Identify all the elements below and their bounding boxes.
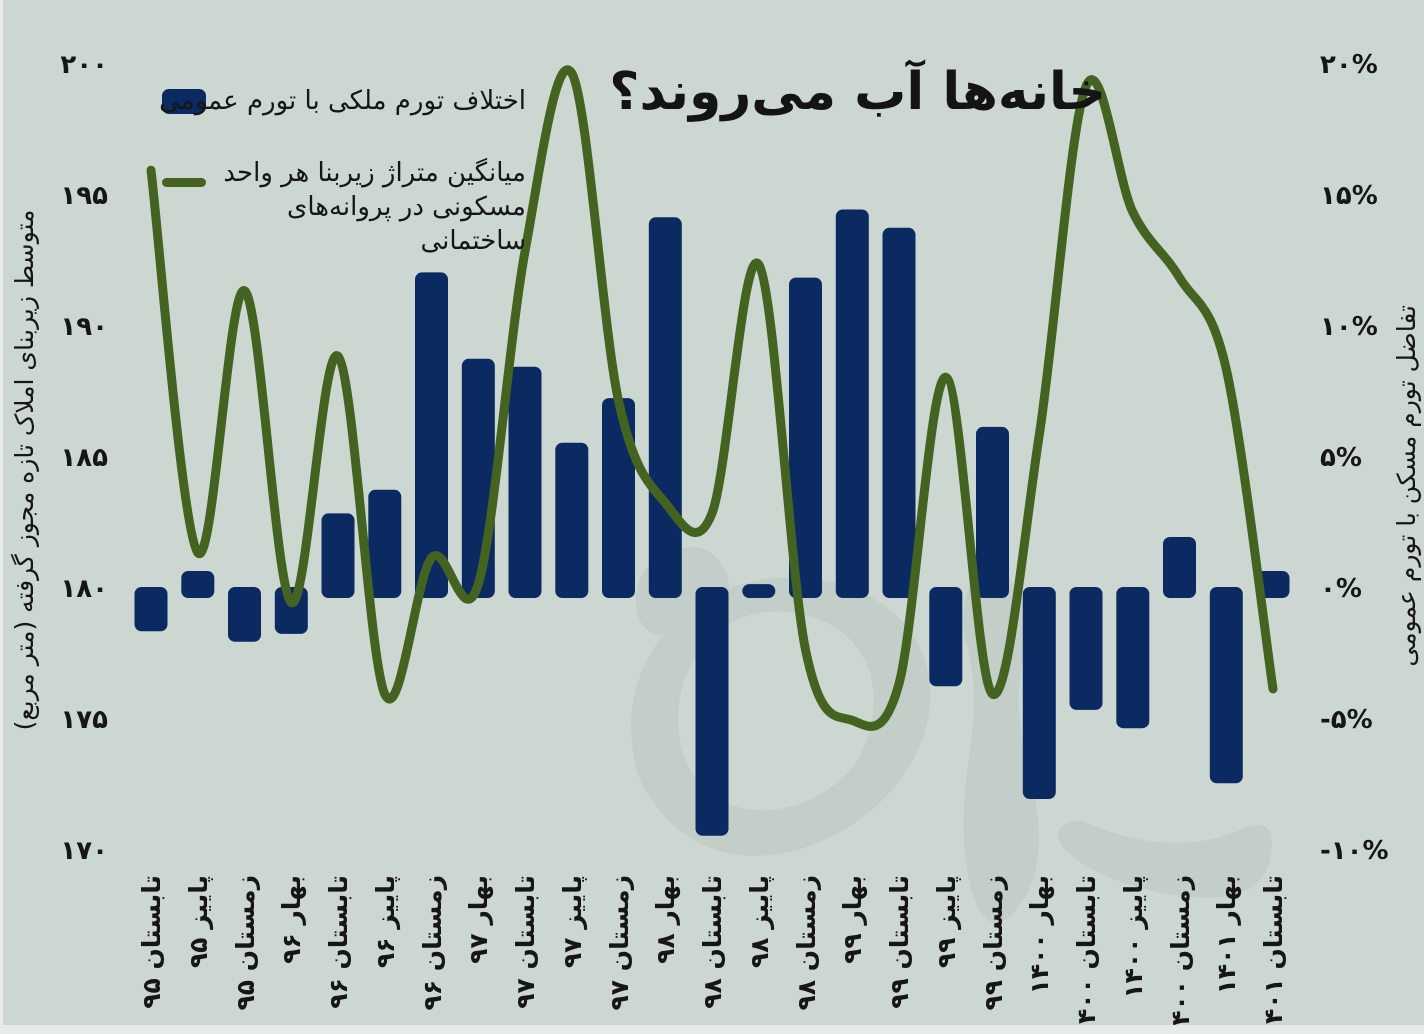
x-axis-label: تابستان ۹۵ <box>137 875 166 1009</box>
x-axis-label: بهار ۱۴۰۱ <box>1212 875 1242 995</box>
bar <box>321 513 355 598</box>
x-axis-label: پاییز ۹۶ <box>370 875 400 969</box>
left-axis-tick: ۱۸۰ <box>60 574 108 604</box>
trend-line <box>146 65 1278 731</box>
legend-item-line: میانگین متراژ زیربنا هر واحد مسکونی در پ… <box>162 156 526 258</box>
right-axis-tick: ۰% <box>1320 574 1362 604</box>
left-edge-strip <box>0 0 3 1034</box>
bar-series-swatch-icon <box>162 88 206 114</box>
bar <box>461 358 495 598</box>
x-axis-label: بهار ۹۹ <box>838 875 868 964</box>
x-axis-label: بهار ۱۴۰۰ <box>1025 875 1055 995</box>
page-title: خانه‌ها آب می‌روند؟ <box>609 62 1107 122</box>
bar <box>508 366 542 598</box>
bar <box>415 272 448 598</box>
x-axis-label: پاییز ۹۸ <box>744 875 774 969</box>
x-axis-label: زمستان ۱۴۰۰ <box>1165 875 1195 1034</box>
line-series-label-row2: مسکونی در پروانه‌های ساختمانی <box>286 192 526 256</box>
x-axis-label: تابستان ۱۴۰۱ <box>1259 875 1288 1034</box>
x-axis-label: پاییز ۱۴۰۰ <box>1118 875 1148 999</box>
right-axis-tick: ۲۰% <box>1320 50 1378 80</box>
x-axis-label: زمستان ۹۷ <box>604 875 634 1011</box>
left-axis-tick: ۱۹۵ <box>60 181 108 211</box>
x-axis-label: بهار ۹۷ <box>464 875 494 964</box>
bar <box>228 587 261 642</box>
right-axis-tick: -۱۰% <box>1320 836 1389 866</box>
line-series-label-row1: میانگین متراژ زیربنا هر واحد <box>223 158 526 188</box>
bar <box>976 426 1009 598</box>
left-axis-tick: ۱۷۵ <box>60 705 108 735</box>
right-axis-tick: -۵% <box>1320 705 1373 735</box>
bar <box>882 227 916 599</box>
x-axis-label: زمستان ۹۹ <box>978 875 1008 1011</box>
line-series-swatch-icon <box>162 178 206 187</box>
right-axis-tick: ۵% <box>1320 443 1362 473</box>
bottom-edge-strip <box>0 1025 1424 1034</box>
bar <box>929 587 963 687</box>
right-axis-tick: ۱۰% <box>1320 312 1378 342</box>
x-axis-label: تابستان ۹۶ <box>324 875 353 1009</box>
bar <box>602 398 635 598</box>
bar <box>742 584 776 598</box>
left-axis-tick: ۱۹۰ <box>60 312 108 342</box>
x-axis-label: پاییز ۹۵ <box>183 875 213 969</box>
bar <box>1163 537 1196 598</box>
x-axis-label: پاییز ۹۹ <box>931 875 961 969</box>
x-axis-label: زمستان ۹۶ <box>417 875 447 1011</box>
legend-item-bar: اختلاف تورم ملکی با تورم عمومی <box>159 84 526 118</box>
watermark <box>631 577 931 856</box>
x-axis-label: تابستان ۹۸ <box>698 875 727 1009</box>
x-axis-label: تابستان ۱۴۰۰ <box>1072 875 1101 1034</box>
bar <box>1209 587 1243 784</box>
x-axis-label: پاییز ۹۷ <box>557 875 587 969</box>
bar <box>1022 587 1056 799</box>
x-axis-label: تابستان ۹۹ <box>885 875 914 1009</box>
bar <box>134 587 168 632</box>
bar <box>835 209 869 598</box>
bar <box>555 442 589 598</box>
bar-series-label: اختلاف تورم ملکی با تورم عمومی <box>159 86 526 116</box>
x-axis-label: تابستان ۹۷ <box>511 875 540 1009</box>
line-series-label: میانگین متراژ زیربنا هر واحد مسکونی در پ… <box>214 156 526 258</box>
bar <box>181 571 215 598</box>
watermark <box>1057 820 1272 898</box>
x-axis-label: بهار ۹۸ <box>651 875 681 964</box>
bar <box>648 217 682 599</box>
x-axis-label: زمستان ۹۸ <box>791 875 821 1011</box>
bar <box>1069 587 1103 710</box>
x-axis-label: زمستان ۹۵ <box>230 875 260 1011</box>
bar <box>789 277 822 598</box>
left-axis-tick: ۱۷۰ <box>60 836 108 866</box>
right-axis-tick: ۱۵% <box>1320 181 1378 211</box>
bar <box>1256 571 1290 598</box>
bar <box>1116 587 1150 729</box>
left-axis-tick: ۱۸۵ <box>60 443 108 473</box>
x-axis-label: بهار ۹۶ <box>277 875 307 964</box>
bar <box>695 587 729 836</box>
left-axis-tick: ۲۰۰ <box>60 50 108 80</box>
bar <box>368 489 402 598</box>
